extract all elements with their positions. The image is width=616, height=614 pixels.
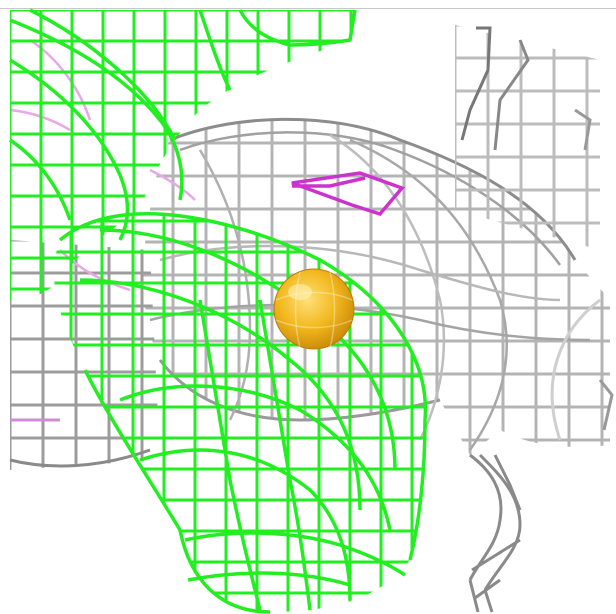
grey-strand-bottom bbox=[468, 453, 522, 613]
grey-mesh-left bbox=[9, 240, 160, 470]
magenta-mesh-loop bbox=[291, 171, 405, 217]
viewer-top-border bbox=[0, 0, 616, 9]
grey-mesh-right bbox=[455, 25, 614, 431]
green-mesh-upper bbox=[9, 8, 357, 300]
gold-atom-sphere[interactable] bbox=[273, 268, 355, 350]
